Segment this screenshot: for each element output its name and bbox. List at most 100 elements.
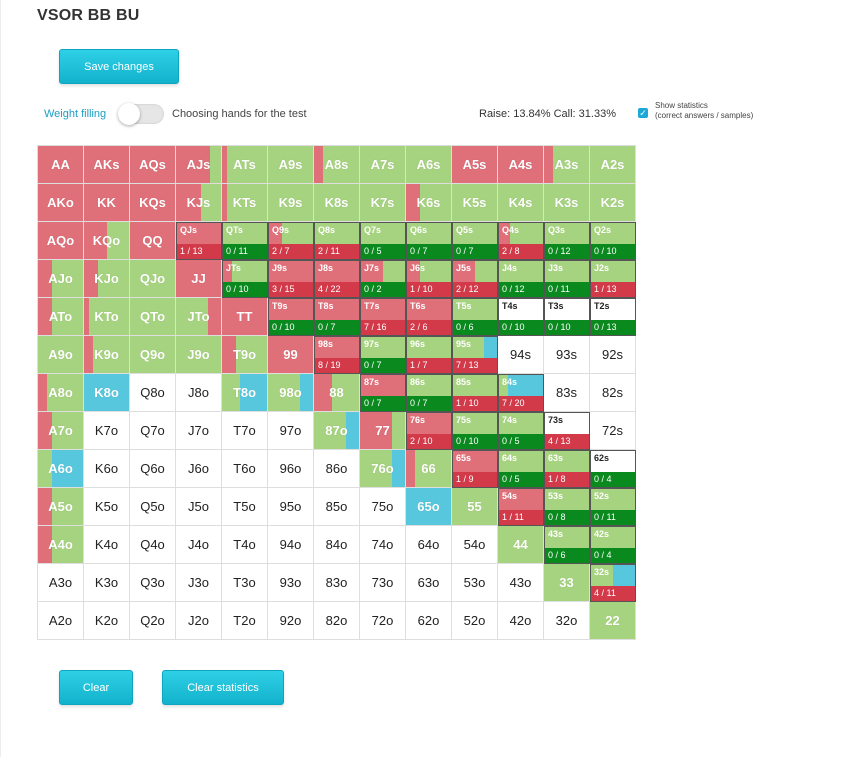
clear-button[interactable]: Clear	[59, 670, 133, 705]
hand-cell[interactable]: J6s 1 / 10	[406, 260, 452, 298]
hand-cell[interactable]: 94s	[498, 336, 544, 374]
hand-cell[interactable]: 43s 0 / 6	[544, 526, 590, 564]
hand-cell[interactable]: KTs	[222, 184, 268, 222]
hand-cell[interactable]: K2o	[84, 602, 130, 640]
hand-cell[interactable]: 42o	[498, 602, 544, 640]
hand-cell[interactable]: Q2o	[130, 602, 176, 640]
hand-cell[interactable]: 99	[268, 336, 314, 374]
hand-cell[interactable]: T2s 0 / 13	[590, 298, 636, 336]
hand-cell[interactable]: 73o	[360, 564, 406, 602]
hand-cell[interactable]: T9s 0 / 10	[268, 298, 314, 336]
hand-cell[interactable]: T5o	[222, 488, 268, 526]
hand-cell[interactable]: T3s 0 / 10	[544, 298, 590, 336]
hand-cell[interactable]: QJo	[130, 260, 176, 298]
hand-cell[interactable]: J7s 0 / 2	[360, 260, 406, 298]
hand-cell[interactable]: 87s 0 / 7	[360, 374, 406, 412]
hand-cell[interactable]: Q6s 0 / 7	[406, 222, 452, 260]
hand-cell[interactable]: 94o	[268, 526, 314, 564]
hand-cell[interactable]: 83o	[314, 564, 360, 602]
hand-cell[interactable]: ATs	[222, 146, 268, 184]
weight-filling-label[interactable]: Weight filling	[44, 108, 107, 120]
hand-cell[interactable]: K6o	[84, 450, 130, 488]
hand-cell[interactable]: A2s	[590, 146, 636, 184]
hand-cell[interactable]: Q2s 0 / 10	[590, 222, 636, 260]
hand-cell[interactable]: Q9s 2 / 7	[268, 222, 314, 260]
hand-cell[interactable]: KTo	[84, 298, 130, 336]
hand-cell[interactable]: 64o	[406, 526, 452, 564]
hand-cell[interactable]: 33	[544, 564, 590, 602]
hand-cell[interactable]: 84o	[314, 526, 360, 564]
hand-cell[interactable]: JTs 0 / 10	[222, 260, 268, 298]
hand-cell[interactable]: AJs	[176, 146, 222, 184]
show-statistics-label[interactable]: Show statistics (correct answers / sampl…	[655, 101, 753, 121]
hand-cell[interactable]: AQs	[130, 146, 176, 184]
hand-cell[interactable]: K8o	[84, 374, 130, 412]
hand-cell[interactable]: A3s	[544, 146, 590, 184]
hand-cell[interactable]: 32s 4 / 11	[590, 564, 636, 602]
hand-cell[interactable]: J9s 3 / 15	[268, 260, 314, 298]
hand-cell[interactable]: 86s 0 / 7	[406, 374, 452, 412]
hand-cell[interactable]: 98s 8 / 19	[314, 336, 360, 374]
hand-cell[interactable]: A6s	[406, 146, 452, 184]
hand-cell[interactable]: K4o	[84, 526, 130, 564]
hand-cell[interactable]: K6s	[406, 184, 452, 222]
hand-cell[interactable]: KJs	[176, 184, 222, 222]
toggle-knob[interactable]	[118, 103, 140, 125]
hand-cell[interactable]: KJo	[84, 260, 130, 298]
hand-cell[interactable]: KQs	[130, 184, 176, 222]
hand-cell[interactable]: 86o	[314, 450, 360, 488]
hand-cell[interactable]: 52s 0 / 11	[590, 488, 636, 526]
hand-cell[interactable]: T2o	[222, 602, 268, 640]
hand-cell[interactable]: T3o	[222, 564, 268, 602]
hand-cell[interactable]: 83s	[544, 374, 590, 412]
hand-cell[interactable]: A5o	[38, 488, 84, 526]
hand-cell[interactable]: 42s 0 / 4	[590, 526, 636, 564]
hand-cell[interactable]: JTo	[176, 298, 222, 336]
hand-cell[interactable]: 54o	[452, 526, 498, 564]
hand-cell[interactable]: A9s	[268, 146, 314, 184]
hand-cell[interactable]: 85o	[314, 488, 360, 526]
hand-cell[interactable]: Q4o	[130, 526, 176, 564]
hand-cell[interactable]: 74o	[360, 526, 406, 564]
hand-cell[interactable]: ATo	[38, 298, 84, 336]
hand-cell[interactable]: 84s 7 / 20	[498, 374, 544, 412]
hand-cell[interactable]: AKs	[84, 146, 130, 184]
hand-cell[interactable]: AA	[38, 146, 84, 184]
hand-cell[interactable]: 88	[314, 374, 360, 412]
hand-cell[interactable]: 53s 0 / 8	[544, 488, 590, 526]
hand-cell[interactable]: T8o	[222, 374, 268, 412]
hand-cell[interactable]: K3o	[84, 564, 130, 602]
hand-cell[interactable]: AJo	[38, 260, 84, 298]
hand-cell[interactable]: J4o	[176, 526, 222, 564]
hand-cell[interactable]: 82s	[590, 374, 636, 412]
hand-cell[interactable]: J3s 0 / 11	[544, 260, 590, 298]
hand-cell[interactable]: A6o	[38, 450, 84, 488]
hand-cell[interactable]: T4o	[222, 526, 268, 564]
hand-cell[interactable]: J4s 0 / 12	[498, 260, 544, 298]
save-changes-button[interactable]: Save changes	[59, 49, 179, 84]
hand-cell[interactable]: Q9o	[130, 336, 176, 374]
hand-cell[interactable]: K5s	[452, 184, 498, 222]
hand-cell[interactable]: 96o	[268, 450, 314, 488]
hand-cell[interactable]: 82o	[314, 602, 360, 640]
hand-cell[interactable]: Q5s 0 / 7	[452, 222, 498, 260]
hand-cell[interactable]: A8s	[314, 146, 360, 184]
hand-cell[interactable]: J2o	[176, 602, 222, 640]
hand-cell[interactable]: A7o	[38, 412, 84, 450]
choosing-hands-label[interactable]: Choosing hands for the test	[172, 108, 307, 120]
hand-cell[interactable]: 22	[590, 602, 636, 640]
hand-cell[interactable]: 66	[406, 450, 452, 488]
hand-cell[interactable]: A2o	[38, 602, 84, 640]
hand-cell[interactable]: T6s 2 / 6	[406, 298, 452, 336]
hand-cell[interactable]: 96s 1 / 7	[406, 336, 452, 374]
hand-cell[interactable]: T7s 7 / 16	[360, 298, 406, 336]
hand-cell[interactable]: 92s	[590, 336, 636, 374]
hand-cell[interactable]: K7o	[84, 412, 130, 450]
hand-cell[interactable]: KK	[84, 184, 130, 222]
hand-cell[interactable]: T9o	[222, 336, 268, 374]
hand-cell[interactable]: J9o	[176, 336, 222, 374]
hand-cell[interactable]: Q7s 0 / 5	[360, 222, 406, 260]
hand-cell[interactable]: 63s 1 / 8	[544, 450, 590, 488]
hand-cell[interactable]: K7s	[360, 184, 406, 222]
show-statistics-checkbox[interactable]: ✓	[638, 108, 648, 118]
